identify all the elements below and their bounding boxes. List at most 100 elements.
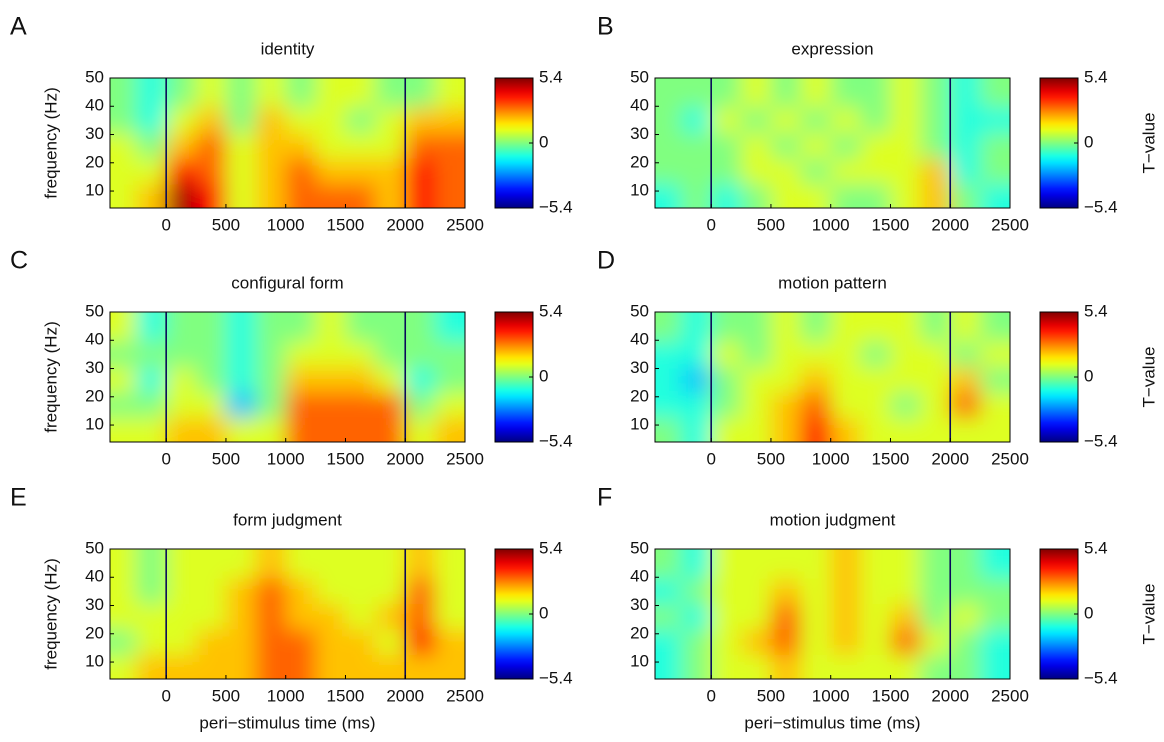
heatmap-cell: [435, 158, 465, 185]
heatmap-cell: [285, 312, 317, 343]
colorbar-tick-label: 5.4: [1084, 67, 1108, 86]
heatmap-cell: [860, 341, 891, 368]
heatmap-cell: [375, 341, 406, 368]
heatmap-cell: [225, 417, 257, 442]
heatmap-cell: [655, 367, 682, 394]
heatmap-cell: [196, 549, 227, 580]
x-tick-label: 1000: [267, 686, 305, 705]
heatmap-cell: [110, 417, 137, 442]
x-axis-label: peri−stimulus time (ms): [199, 713, 375, 732]
heatmap-cell: [136, 604, 167, 631]
heatmap-cell: [136, 549, 167, 580]
heatmap-cell: [405, 654, 436, 679]
heatmap-cell: [950, 417, 981, 442]
y-tick-label: 50: [85, 538, 104, 557]
heatmap-cell: [860, 392, 891, 419]
heatmap-cell: [136, 654, 167, 679]
axes-frame: [654, 548, 1011, 680]
heatmap-cell: [255, 392, 287, 419]
y-tick-label: 30: [630, 124, 649, 143]
heatmap-cell: [255, 107, 287, 134]
heatmap-cell: [980, 341, 1010, 368]
heatmap-cell: [435, 341, 465, 368]
colorbar-tick-label: −5.4: [539, 431, 573, 450]
heatmap-cell: [136, 367, 167, 394]
heatmap-cell: [800, 341, 832, 368]
heatmap-cell: [830, 549, 862, 580]
heatmap-cell: [950, 158, 981, 185]
heatmap-cell: [890, 604, 921, 631]
heatmap-cell: [166, 392, 197, 419]
heatmap-cell: [435, 133, 465, 160]
heatmap-cell: [375, 367, 406, 394]
heatmap-cell: [285, 392, 317, 419]
heatmap-cell: [405, 133, 436, 160]
heatmap-cell: [950, 654, 981, 679]
heatmap-cell: [435, 629, 465, 656]
y-axis-label: frequency (Hz): [41, 321, 60, 432]
heatmap-cell: [860, 158, 891, 185]
heatmap-cell: [375, 604, 406, 631]
heatmap-cell: [315, 133, 346, 160]
heatmap-cell: [681, 654, 712, 679]
heatmap-cell: [800, 78, 832, 109]
heatmap-cells: [110, 549, 465, 679]
heatmap-cell: [950, 341, 981, 368]
heatmap-cell: [741, 417, 772, 442]
heatmap-cell: [166, 549, 197, 580]
heatmap-cell: [741, 183, 772, 208]
x-tick-label: 2000: [386, 449, 424, 468]
heatmap-cell: [800, 549, 832, 580]
heatmap-cell: [980, 654, 1010, 679]
heatmap-cell: [890, 549, 921, 580]
heatmap-cell: [225, 392, 257, 419]
heatmap-cell: [405, 78, 436, 109]
colorbar: [494, 311, 534, 443]
y-tick-label: 40: [85, 330, 104, 349]
heatmap-cell: [980, 629, 1010, 656]
heatmap-cell: [136, 183, 167, 208]
heatmap-cell: [655, 78, 682, 109]
panel-letter: E: [10, 484, 27, 512]
heatmap-cell: [136, 629, 167, 656]
heatmap-cell: [741, 158, 772, 185]
heatmap-cells: [110, 78, 465, 208]
heatmap-cell: [770, 654, 802, 679]
heatmap-cell: [285, 133, 317, 160]
heatmap-cell: [800, 417, 832, 442]
heatmap-cell: [770, 549, 802, 580]
heatmap-cell: [225, 158, 257, 185]
heatmap-cell: [860, 604, 891, 631]
heatmap-cell: [830, 392, 862, 419]
heatmap-cell: [890, 629, 921, 656]
heatmap-cell: [890, 417, 921, 442]
y-tick-label: 30: [85, 124, 104, 143]
heatmap-cell: [860, 578, 891, 605]
colorbar-tick-label: 5.4: [1084, 301, 1108, 320]
y-tick-label: 10: [630, 415, 649, 434]
heatmap-cell: [375, 107, 406, 134]
heatmap-cell: [315, 183, 346, 208]
heatmap-cell: [681, 341, 712, 368]
heatmap-cell: [375, 78, 406, 109]
y-tick-label: 50: [85, 67, 104, 86]
heatmap-cell: [800, 654, 832, 679]
heatmap-cell: [225, 629, 257, 656]
colorbar-tick-label: −5.4: [1084, 668, 1118, 687]
heatmap-cell: [285, 183, 317, 208]
y-tick-label: 40: [85, 96, 104, 115]
heatmap-area: [110, 312, 465, 442]
heatmap-cell: [770, 312, 802, 343]
heatmap-cell: [800, 312, 832, 343]
heatmap-cell: [196, 312, 227, 343]
heatmap-cell: [681, 107, 712, 134]
heatmap-cell: [830, 107, 862, 134]
heatmap-cell: [681, 629, 712, 656]
heatmap-cell: [741, 133, 772, 160]
heatmap-cell: [136, 158, 167, 185]
heatmap-cell: [315, 578, 346, 605]
heatmap-cell: [830, 629, 862, 656]
heatmap-cell: [285, 417, 317, 442]
heatmap-cell: [166, 341, 197, 368]
heatmap-cells: [655, 312, 1010, 442]
